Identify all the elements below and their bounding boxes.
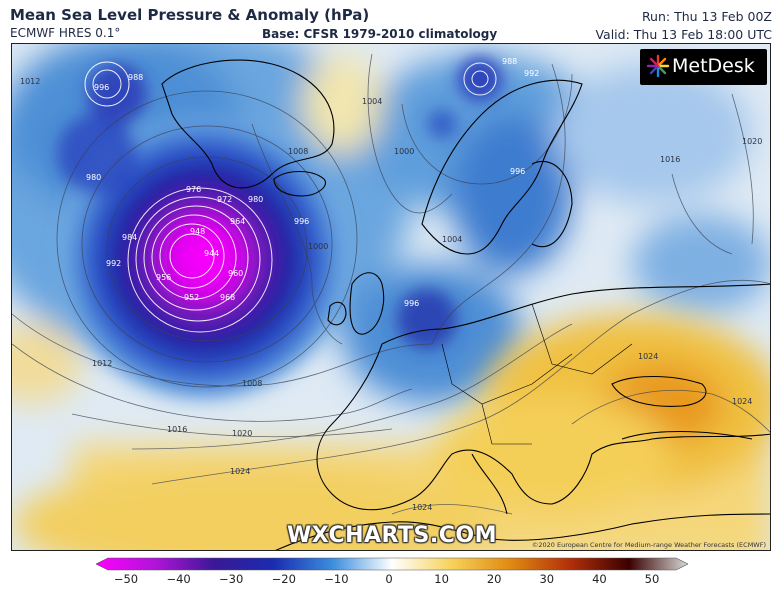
- chart-title: Mean Sea Level Pressure & Anomaly (hPa): [10, 6, 370, 24]
- copyright-notice: ©2020 European Centre for Medium-range W…: [531, 541, 766, 549]
- isobar-label: 996: [404, 299, 419, 308]
- isobar-label: 1024: [732, 397, 752, 406]
- colorbar-tick-label: 10: [434, 572, 449, 586]
- isobar-label: 1004: [442, 235, 462, 244]
- isobar-label: 1000: [394, 147, 414, 156]
- isobar-label: 996: [94, 83, 109, 92]
- isobar-label: 1016: [660, 155, 680, 164]
- isobar-label: 992: [106, 259, 121, 268]
- isobar-label: 952: [184, 293, 199, 302]
- colorbar-tick-label: −30: [219, 572, 244, 586]
- climatology-base: Base: CFSR 1979-2010 climatology: [262, 27, 498, 41]
- isobar-label: 1024: [412, 503, 432, 512]
- metdesk-logo-icon: [646, 54, 670, 78]
- colorbar-tick-label: 40: [592, 572, 607, 586]
- isobar-label: 976: [186, 185, 201, 194]
- model-name: ECMWF HRES 0.1°: [10, 26, 121, 40]
- wxcharts-watermark: WXCHARTS.COM: [287, 523, 497, 548]
- isobar-label: 996: [510, 167, 525, 176]
- isobar-label: 1008: [242, 379, 262, 388]
- colorbar-tick-label: 20: [486, 572, 502, 586]
- colorbar-tick-label: −50: [113, 572, 139, 586]
- pressure-anomaly-map: 948 944 952 956 960 964 968 972 976 980 …: [11, 43, 771, 551]
- isobar-label: 944: [204, 249, 219, 258]
- colorbar-tick-label: 50: [644, 572, 660, 586]
- isobar-label: 1024: [638, 352, 658, 361]
- isobar-label: 1020: [742, 137, 762, 146]
- valid-time: Valid: Thu 13 Feb 18:00 UTC: [595, 27, 772, 42]
- colorbar-gradient: [95, 557, 689, 571]
- run-time: Run: Thu 13 Feb 00Z: [641, 9, 772, 24]
- isobar-label: 956: [156, 273, 171, 282]
- isobar-label: 1000: [308, 242, 328, 251]
- isobar-label: 1016: [167, 425, 187, 434]
- isobar-label: 980: [248, 195, 263, 204]
- isobar-label: 968: [220, 293, 235, 302]
- isobar-label: 960: [228, 269, 243, 278]
- isobar-label: 1012: [20, 77, 40, 86]
- isobar-label: 1012: [92, 359, 112, 368]
- isobar-label: 980: [86, 173, 101, 182]
- metdesk-logo-text: MetDesk: [672, 55, 755, 77]
- colorbar-tick-label: −10: [324, 572, 349, 586]
- anomaly-colorbar: −50 −40 −30 −20 −10 0 10 20 30 40 50: [95, 556, 689, 596]
- isobar-label: 1008: [288, 147, 308, 156]
- isobar-label: 948: [190, 227, 205, 236]
- colorbar-tick-label: 30: [539, 572, 555, 586]
- isobar-label: 972: [217, 195, 232, 204]
- isobar-label: 964: [230, 217, 245, 226]
- isobar-label: 996: [294, 217, 309, 226]
- isobar-label: 984: [122, 233, 137, 242]
- colorbar-tick-label: −20: [271, 572, 296, 586]
- colorbar-tick-label: −40: [166, 572, 191, 586]
- isobar-label: 1020: [232, 429, 252, 438]
- isobar-label: 988: [128, 73, 143, 82]
- isobar-label: 1024: [230, 467, 250, 476]
- metdesk-logo: MetDesk: [640, 49, 767, 85]
- isobar-label: 988: [502, 57, 517, 66]
- isobar-label: 1004: [362, 97, 382, 106]
- colorbar-tick-label: 0: [385, 572, 393, 586]
- isobar-label: 992: [524, 69, 539, 78]
